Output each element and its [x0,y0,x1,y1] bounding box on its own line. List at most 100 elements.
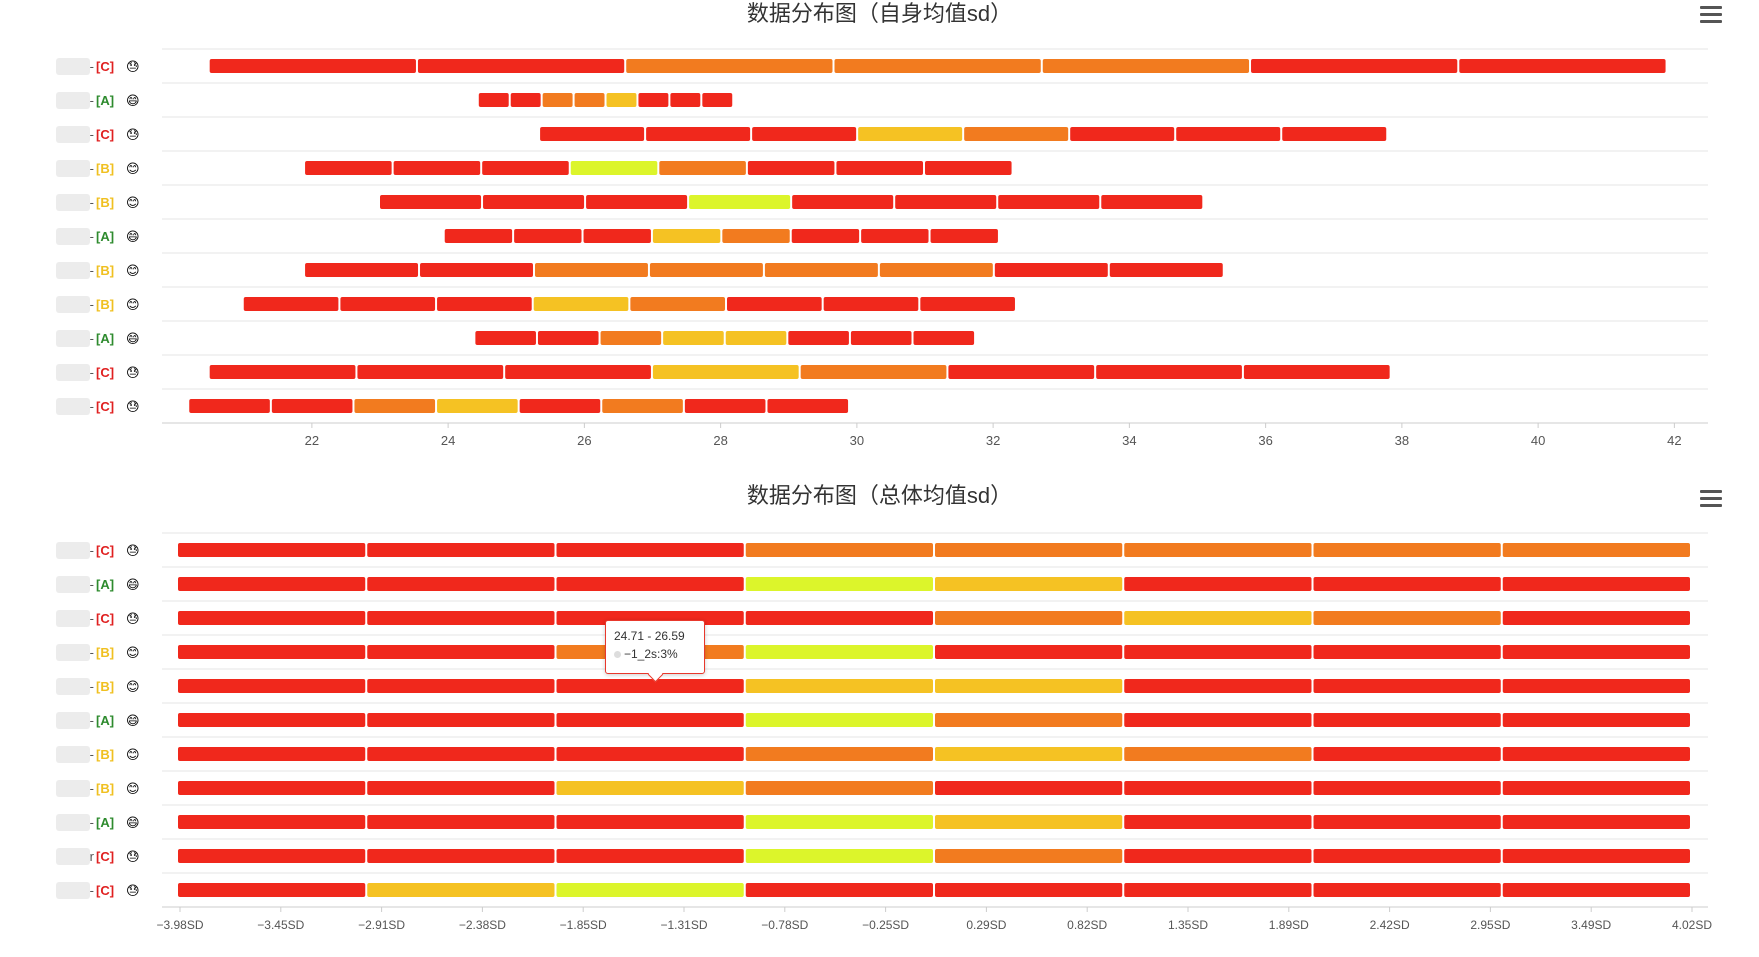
bar-segment [606,93,637,107]
row-grade: [C] [96,127,114,142]
bar-segment [725,331,787,345]
chart2-menu-icon[interactable] [1700,490,1722,508]
bar-segment [745,849,933,863]
bar-segment [1124,611,1312,625]
chart1-menu-icon[interactable] [1700,6,1722,24]
label-mask [56,712,90,729]
label-mask [56,610,90,627]
bar-segment [189,399,270,413]
row-grade: [B] [96,263,114,278]
bar-segment [764,263,878,277]
bar-segment [1124,645,1312,659]
bar-segment [670,93,701,107]
bar-segment [602,399,683,413]
row-grade: [A] [96,577,114,592]
row-face-icon: 😓 [126,611,140,626]
bar-segment [367,849,555,863]
bar-segment [1313,849,1501,863]
x-tick-label: 42 [1667,433,1681,448]
x-tick-label: −1.31SD [660,918,707,932]
bar-segment [367,747,555,761]
label-mask [56,262,90,279]
x-tick-label: 40 [1531,433,1545,448]
bar-segment [540,127,645,141]
bar-segment [533,297,629,311]
chart1-title: 数据分布图（自身均值sd） [746,1,1013,26]
bar-segment [1502,713,1690,727]
bar-segment [663,331,724,345]
label-mask [56,678,90,695]
bar-segment [367,577,555,591]
bar-segment [1313,713,1501,727]
x-tick-label: 32 [986,433,1000,448]
bar-segment [652,365,799,379]
bar-segment [745,883,933,897]
bar-segment [1313,747,1501,761]
row-face-icon: 😊 [126,297,140,312]
x-tick-label: 2.42SD [1370,918,1410,932]
bar-segment [420,263,533,277]
bar-segment [1176,127,1281,141]
bar-segment [178,679,366,693]
bar-segment [1459,59,1666,73]
bar-segment [1313,883,1501,897]
bar-segment [638,93,669,107]
label-mask [56,58,90,75]
bar-segment [556,713,744,727]
bar-segment [935,815,1123,829]
bar-segment [1124,883,1312,897]
bar-segment [367,815,555,829]
bar-segment [920,297,1015,311]
bar-segment [357,365,504,379]
bar-segment [1101,195,1203,209]
row-face-icon: 😊 [126,263,140,278]
bar-segment [1251,59,1458,73]
bar-segment [1124,713,1312,727]
bar-segment [482,161,569,175]
bar-segment [1124,781,1312,795]
bar-segment [556,815,744,829]
bar-segment [380,195,482,209]
bar-segment [1502,849,1690,863]
label-mask [56,848,90,865]
bar-segment [702,93,733,107]
x-tick-label: −1.85SD [560,918,607,932]
bar-segment [243,297,339,311]
bar-segment [271,399,353,413]
x-tick-label: −0.78SD [761,918,808,932]
bar-segment [178,645,366,659]
x-tick-label: 36 [1258,433,1272,448]
bar-segment [570,161,658,175]
bar-segment [1070,127,1175,141]
bar-segment [722,229,790,243]
bar-segment [178,713,366,727]
x-tick-label: 38 [1395,433,1409,448]
x-tick-label: 4.02SD [1672,918,1712,932]
bar-segment [1502,645,1690,659]
bar-segment [556,747,744,761]
bar-segment [935,679,1123,693]
x-tick-label: −2.38SD [459,918,506,932]
row-face-icon: 😓 [126,543,140,558]
bar-segment [930,229,998,243]
label-mask [56,228,90,245]
tooltip-range: 24.71 - 26.59 [614,629,685,643]
bar-segment [745,747,933,761]
bar-segment [542,93,573,107]
label-mask [56,746,90,763]
bar-segment [745,679,933,693]
row-grade: [A] [96,331,114,346]
row-face-icon: 😊 [126,679,140,694]
bar-segment [1124,849,1312,863]
bar-segment [556,679,744,693]
bar-segment [935,747,1123,761]
bar-segment [649,263,763,277]
bar-segment [630,297,726,311]
row-grade: [A] [96,713,114,728]
x-tick-label: 26 [577,433,591,448]
bar-segment [1502,815,1690,829]
row-grade: [B] [96,679,114,694]
bar-segment [437,297,532,311]
bar-segment [556,577,744,591]
bar-segment [367,679,555,693]
